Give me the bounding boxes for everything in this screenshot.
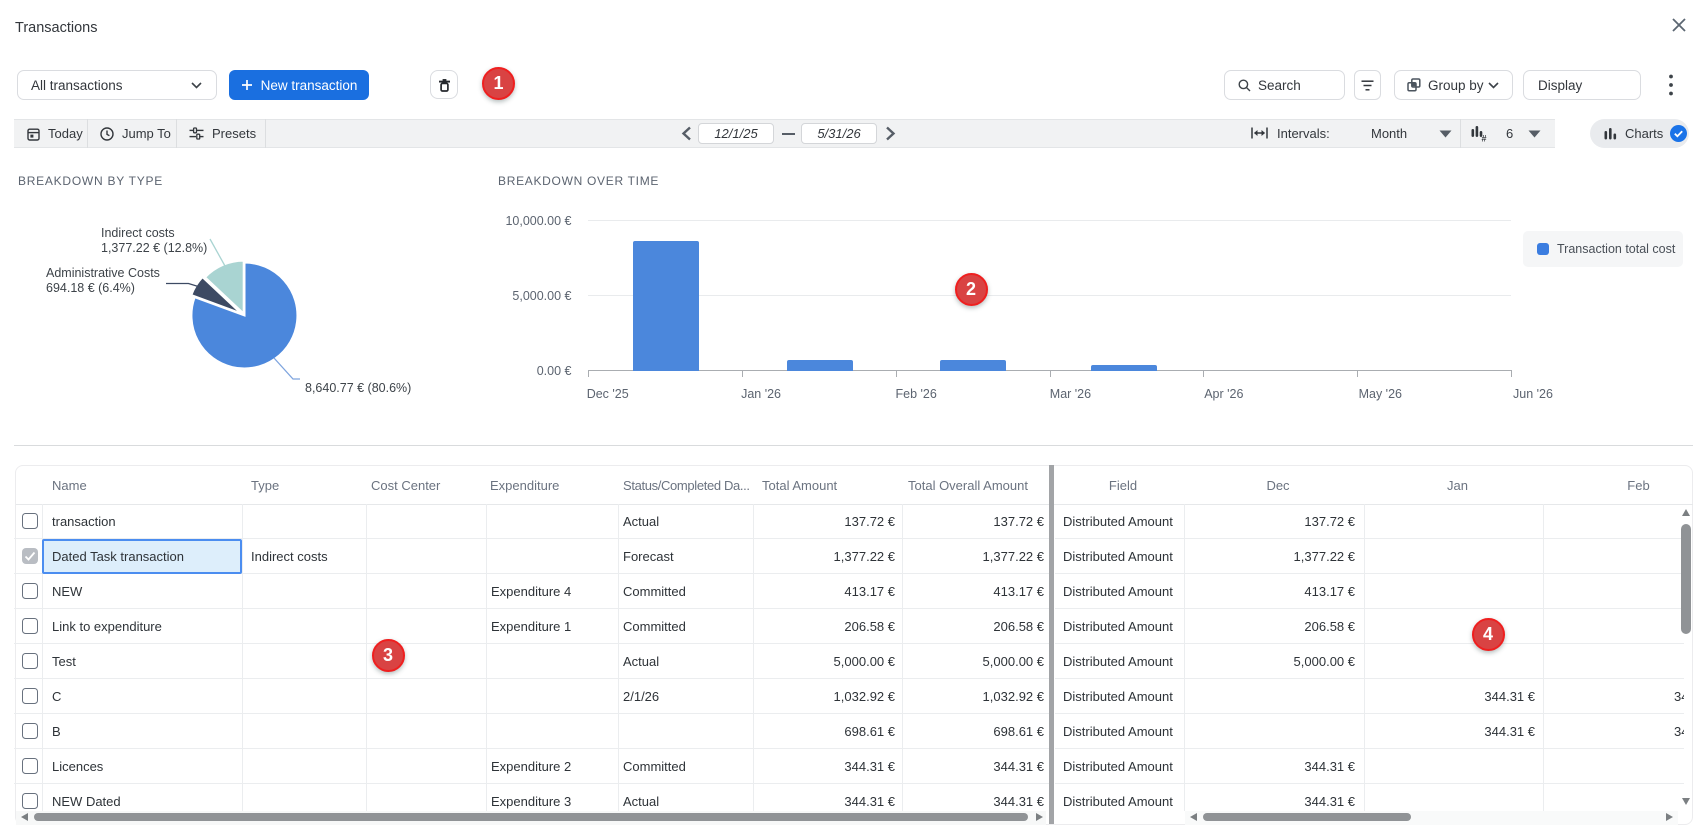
svg-text:#: # xyxy=(1482,134,1487,143)
